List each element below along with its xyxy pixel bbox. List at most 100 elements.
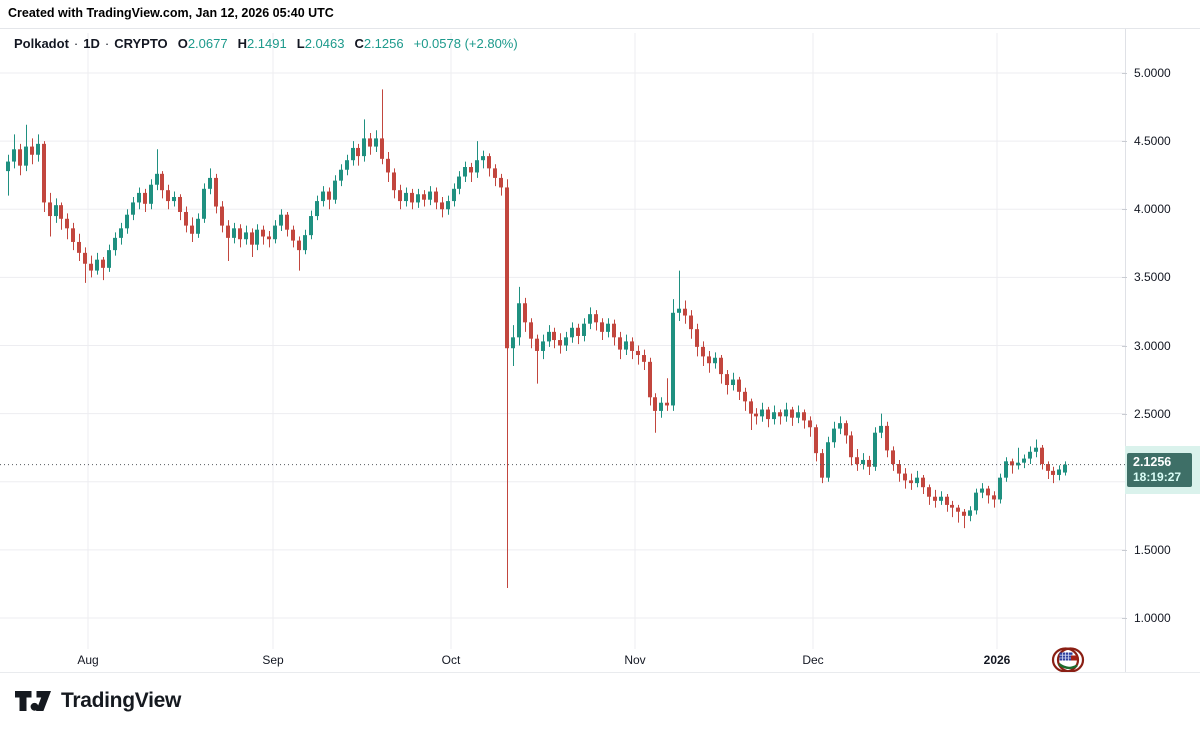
- price-tick-label: 4.0000: [1122, 202, 1171, 217]
- candle-body: [879, 425, 883, 433]
- candlestick-plot[interactable]: [0, 29, 1125, 649]
- candle-body: [386, 158, 390, 173]
- candle-body: [618, 337, 622, 350]
- candle-body: [576, 327, 580, 336]
- candle-body: [659, 402, 663, 411]
- chart-legend: Polkadot · 1D · CRYPTO O2.0677 H2.1491 L2.0463 C…: [14, 36, 518, 51]
- candle-body: [250, 232, 254, 245]
- candle-body: [838, 423, 842, 429]
- time-tick-label: Dec: [802, 653, 824, 667]
- candle-body: [612, 323, 616, 338]
- candle-body: [1063, 464, 1067, 473]
- candle-body: [1046, 464, 1050, 471]
- candle-body: [719, 357, 723, 375]
- candle-body: [119, 228, 123, 238]
- candle-body: [826, 442, 830, 478]
- candle-body: [558, 340, 562, 346]
- candle-body: [570, 327, 574, 338]
- candle-body: [933, 496, 937, 501]
- tradingview-brand-text: TradingView: [61, 689, 182, 712]
- candle-body: [469, 167, 473, 173]
- candle-body: [754, 413, 758, 417]
- candle-body: [410, 192, 414, 203]
- candle-body: [321, 191, 325, 202]
- price-axis[interactable]: 5.0000 4.5000 4.0000 3.5000 3.0000 2.5000 1.50…: [1122, 29, 1200, 673]
- candle-body: [255, 229, 259, 245]
- interval-label[interactable]: 1D: [83, 36, 100, 51]
- candle-body: [743, 391, 747, 402]
- candle-body: [65, 218, 69, 229]
- candle-body: [945, 496, 949, 505]
- candle-body: [452, 188, 456, 202]
- candle-body: [339, 169, 343, 181]
- candle-body: [267, 236, 271, 240]
- candle-body: [143, 192, 147, 204]
- candle-body: [42, 143, 46, 203]
- candle-body: [1040, 447, 1044, 465]
- candle-body: [956, 507, 960, 512]
- candle-body: [356, 147, 360, 157]
- candle-body: [392, 172, 396, 191]
- candle-body: [564, 337, 568, 346]
- symbol-name[interactable]: Polkadot: [14, 36, 69, 51]
- candle-body: [285, 214, 289, 230]
- chart-area[interactable]: Polkadot · 1D · CRYPTO O2.0677 H2.1491 L2.0463 C…: [0, 28, 1200, 673]
- candle-body: [404, 192, 408, 202]
- candle-body: [155, 173, 159, 185]
- candle-body: [89, 263, 93, 271]
- candle-body: [695, 329, 699, 347]
- time-axis[interactable]: Aug Sep Oct Nov Dec 2026: [0, 649, 1125, 673]
- crypto-exchange-logo-icon: [1051, 647, 1085, 673]
- candle-body: [855, 457, 859, 465]
- candle-body: [968, 510, 972, 516]
- candle-body: [208, 177, 212, 189]
- candle-body: [196, 218, 200, 234]
- time-tick-label: 2026: [983, 653, 1011, 667]
- legend-separator: ·: [73, 36, 79, 51]
- candle-body: [808, 420, 812, 428]
- candle-body: [820, 453, 824, 478]
- candle-body: [226, 225, 230, 238]
- candle-body: [279, 214, 283, 226]
- candle-body: [1016, 462, 1020, 466]
- candle-body: [986, 488, 990, 496]
- tradingview-logo[interactable]: TradingView: [14, 689, 181, 713]
- candle-body: [345, 160, 349, 170]
- candle-body: [665, 402, 669, 406]
- candle-body: [95, 259, 99, 271]
- candle-body: [160, 173, 164, 191]
- candle-body: [475, 160, 479, 173]
- candle-body: [428, 191, 432, 200]
- candle-body: [885, 425, 889, 451]
- candle-body: [220, 206, 224, 226]
- candle-body: [873, 432, 877, 467]
- candle-body: [303, 235, 307, 251]
- candle-body: [541, 341, 545, 351]
- candle-body: [315, 201, 319, 217]
- candle-body: [1051, 470, 1055, 475]
- price-tick-label: 1.0000: [1122, 611, 1171, 625]
- candle-body: [927, 487, 931, 497]
- candle-body: [54, 205, 58, 217]
- time-tick-label: Nov: [624, 653, 646, 667]
- exchange-label[interactable]: CRYPTO: [114, 36, 168, 51]
- ohlc-close: C2.1256: [354, 36, 404, 51]
- candle-body: [683, 308, 687, 316]
- candle-body: [867, 459, 871, 467]
- candle-body: [36, 143, 40, 155]
- candlestick-canvas[interactable]: [0, 29, 1125, 649]
- time-tick-label: Aug: [77, 653, 99, 667]
- candle-body: [707, 356, 711, 364]
- candle-body: [737, 379, 741, 392]
- candle-body: [327, 191, 331, 200]
- price-tick-label: 3.0000: [1122, 338, 1171, 353]
- candle-body: [83, 252, 87, 264]
- candle-body: [244, 232, 248, 240]
- candle-body: [636, 350, 640, 356]
- candle-body: [166, 190, 170, 202]
- candle-body: [802, 412, 806, 421]
- candle-body: [238, 228, 242, 240]
- candle-body: [689, 315, 693, 330]
- candle-body: [368, 138, 372, 147]
- candle-body: [897, 464, 901, 474]
